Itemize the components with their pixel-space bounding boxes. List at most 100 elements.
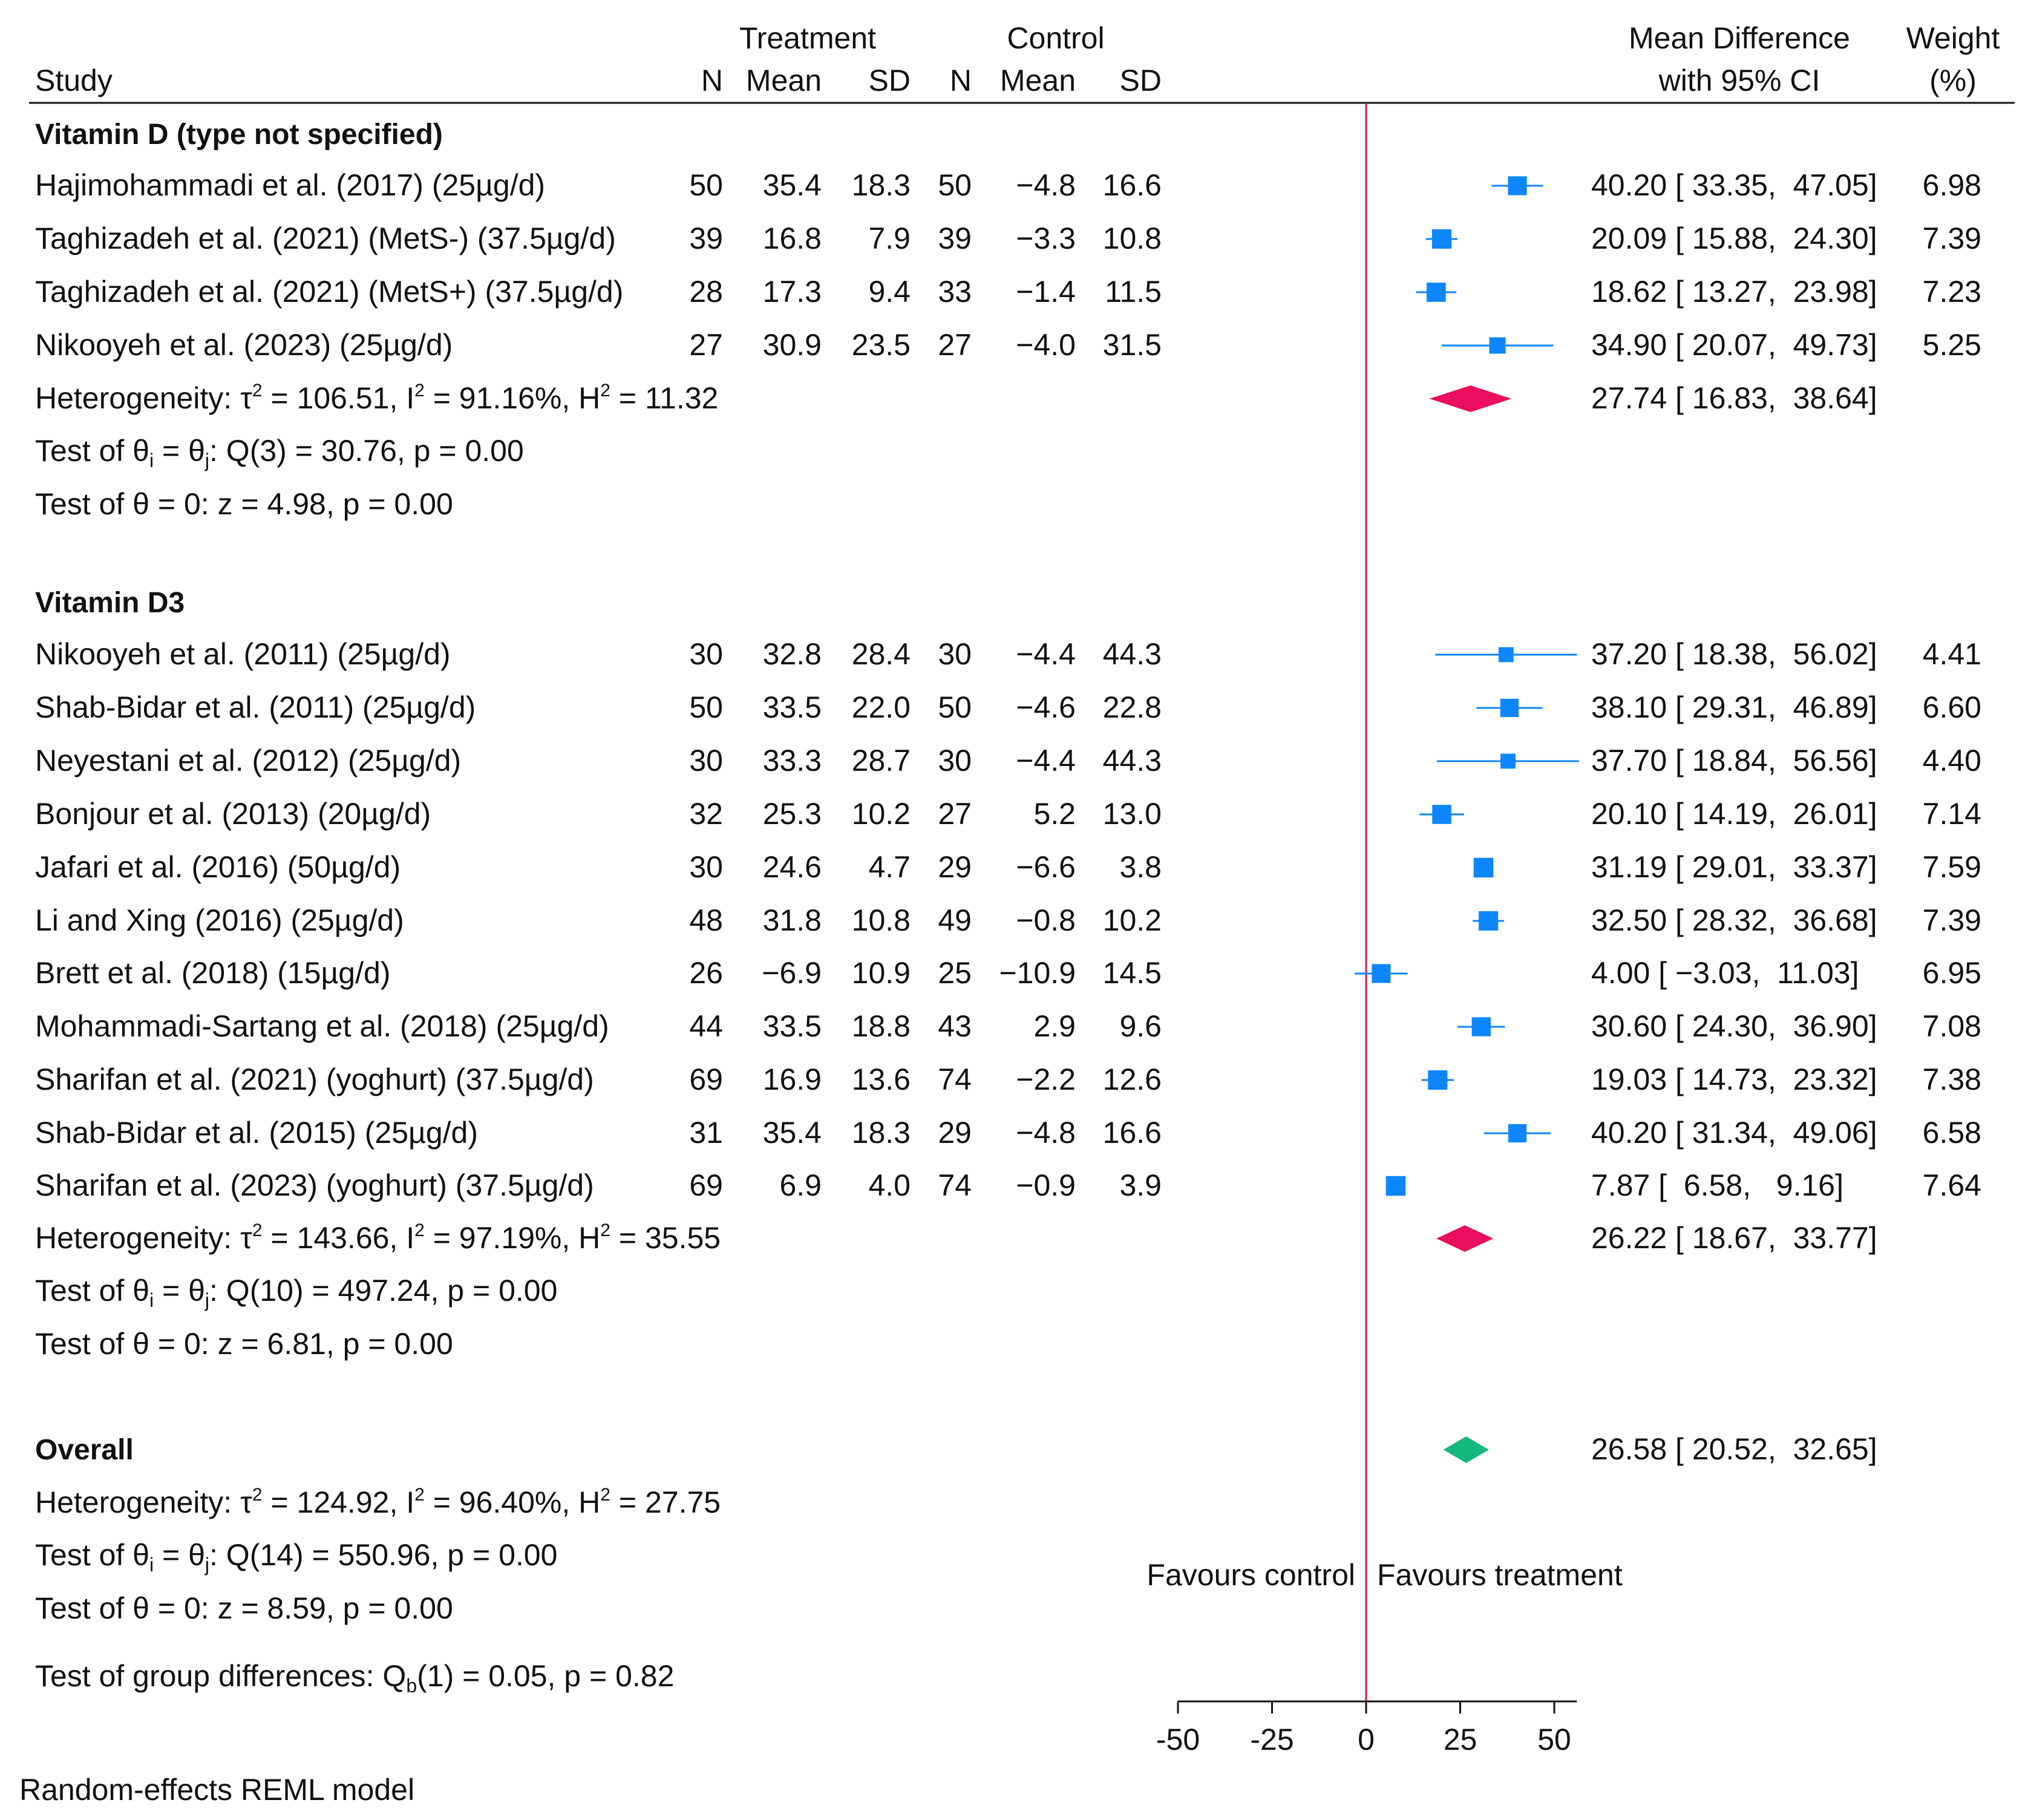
treatment-n: 32 xyxy=(689,797,723,831)
x-axis-tick-label: -50 xyxy=(1156,1723,1200,1756)
header-ci: with 95% CI xyxy=(1658,64,1820,97)
control-n: 50 xyxy=(938,168,972,202)
treatment-sd: 10.8 xyxy=(852,903,911,937)
treatment-sd: 23.5 xyxy=(852,328,911,362)
treatment-mean: 24.6 xyxy=(763,850,822,884)
control-mean: −6.6 xyxy=(1016,850,1076,884)
control-sd: 11.5 xyxy=(1105,275,1162,309)
model-footnote: Random-effects REML model xyxy=(19,1773,414,1807)
treatment-mean: 30.9 xyxy=(763,328,822,362)
study-name: Sharifan et al. (2021) (yoghurt) (37.5µg… xyxy=(35,1062,594,1096)
control-sd: 13.0 xyxy=(1103,797,1162,831)
control-mean: −4.4 xyxy=(1016,744,1076,777)
control-n: 30 xyxy=(938,744,972,777)
weight-value: 6.98 xyxy=(1923,168,1981,202)
study-name: Sharifan et al. (2023) (yoghurt) (37.5µg… xyxy=(35,1168,594,1202)
header-weight: Weight xyxy=(1906,21,2000,55)
control-n: 27 xyxy=(938,797,972,831)
weight-value: 7.38 xyxy=(1923,1062,1981,1096)
treatment-sd: 28.4 xyxy=(852,637,911,671)
weight-value: 4.41 xyxy=(1923,637,1981,671)
study-marker xyxy=(1432,805,1451,824)
header-control: Control xyxy=(1007,21,1104,55)
test-q-text: Test of θi = θj: Q(3) = 30.76, p = 0.00 xyxy=(35,434,524,471)
control-n: 33 xyxy=(938,275,972,309)
study-marker xyxy=(1385,1176,1406,1196)
test-q-text: Test of θi = θj: Q(10) = 497.24, p = 0.0… xyxy=(35,1274,557,1311)
overall-test-q-text: Test of θi = θj: Q(14) = 550.96, p = 0.0… xyxy=(35,1538,557,1576)
test-z-text: Test of θ = 0: z = 4.98, p = 0.00 xyxy=(35,487,453,521)
ci-text: 18.62 [ 13.27, 23.98] xyxy=(1591,275,1877,309)
ci-text: 32.50 [ 28.32, 36.68] xyxy=(1591,903,1877,937)
study-marker xyxy=(1372,964,1391,983)
treatment-sd: 13.6 xyxy=(852,1062,911,1096)
header-treatment-n: N xyxy=(701,64,723,97)
treatment-mean: 6.9 xyxy=(779,1168,822,1202)
weight-value: 7.59 xyxy=(1923,850,1981,884)
control-n: 50 xyxy=(938,690,972,724)
control-n: 49 xyxy=(938,903,972,937)
control-n: 39 xyxy=(938,221,972,255)
treatment-sd: 18.3 xyxy=(852,168,911,202)
x-axis-tick-label: 50 xyxy=(1537,1723,1571,1756)
control-n: 30 xyxy=(938,637,972,671)
treatment-n: 31 xyxy=(689,1116,723,1150)
control-sd: 16.6 xyxy=(1103,168,1162,202)
weight-value: 7.08 xyxy=(1923,1009,1981,1043)
header-control-mean: Mean xyxy=(1000,64,1076,97)
control-mean: −1.4 xyxy=(1016,275,1076,309)
treatment-sd: 10.2 xyxy=(852,797,911,831)
control-sd: 22.8 xyxy=(1103,690,1162,724)
control-mean: 2.9 xyxy=(1033,1009,1076,1043)
treatment-sd: 28.7 xyxy=(852,744,911,777)
treatment-n: 69 xyxy=(689,1168,723,1202)
treatment-sd: 22.0 xyxy=(852,690,911,724)
treatment-n: 69 xyxy=(689,1062,723,1096)
control-mean: 5.2 xyxy=(1033,797,1076,831)
treatment-n: 44 xyxy=(689,1009,723,1043)
treatment-sd: 4.7 xyxy=(868,850,911,884)
control-sd: 9.6 xyxy=(1119,1009,1162,1043)
treatment-sd: 18.8 xyxy=(852,1009,911,1043)
treatment-sd: 4.0 xyxy=(868,1168,911,1202)
treatment-n: 48 xyxy=(689,903,723,937)
x-axis-tick-label: 25 xyxy=(1444,1723,1477,1756)
control-sd: 16.6 xyxy=(1103,1116,1162,1150)
ci-text: 20.10 [ 14.19, 26.01] xyxy=(1591,797,1877,831)
treatment-mean: 33.5 xyxy=(763,1009,822,1043)
study-marker xyxy=(1479,911,1499,931)
study-name: Nikooyeh et al. (2011) (25µg/d) xyxy=(35,637,451,671)
treatment-n: 50 xyxy=(689,168,723,202)
study-marker xyxy=(1426,283,1446,302)
heterogeneity-text: Heterogeneity: τ2 = 143.66, I2 = 97.19%,… xyxy=(35,1220,721,1255)
ci-text: 38.10 [ 29.31, 46.89] xyxy=(1591,690,1877,724)
group-label: Vitamin D3 xyxy=(35,587,185,619)
x-axis-tick-label: -25 xyxy=(1250,1723,1294,1756)
ci-text: 34.90 [ 20.07, 49.73] xyxy=(1591,328,1877,362)
study-marker xyxy=(1471,1017,1491,1036)
control-sd: 3.9 xyxy=(1119,1168,1162,1202)
control-mean: −3.3 xyxy=(1016,221,1076,255)
ci-text: 40.20 [ 31.34, 49.06] xyxy=(1591,1116,1877,1150)
control-mean: −0.8 xyxy=(1016,903,1076,937)
treatment-n: 26 xyxy=(689,956,723,990)
control-n: 74 xyxy=(938,1062,972,1096)
weight-value: 7.23 xyxy=(1923,275,1981,309)
treatment-sd: 9.4 xyxy=(868,275,911,309)
control-mean: −0.9 xyxy=(1016,1168,1076,1202)
control-mean: −10.9 xyxy=(999,956,1076,990)
control-n: 29 xyxy=(938,1116,972,1150)
study-marker xyxy=(1500,698,1519,718)
ci-text: 37.20 [ 18.38, 56.02] xyxy=(1591,637,1877,671)
treatment-n: 27 xyxy=(689,328,723,362)
subgroup-diamond xyxy=(1429,385,1512,412)
treatment-mean: 31.8 xyxy=(763,903,822,937)
control-sd: 10.8 xyxy=(1103,221,1162,255)
test-z-text: Test of θ = 0: z = 6.81, p = 0.00 xyxy=(35,1327,453,1361)
study-name: Shab-Bidar et al. (2015) (25µg/d) xyxy=(35,1116,478,1150)
control-sd: 3.8 xyxy=(1119,850,1162,884)
group-label: Vitamin D (type not specified) xyxy=(35,119,443,151)
header-weight-unit: (%) xyxy=(1929,64,1977,97)
treatment-mean: −6.9 xyxy=(762,956,822,990)
